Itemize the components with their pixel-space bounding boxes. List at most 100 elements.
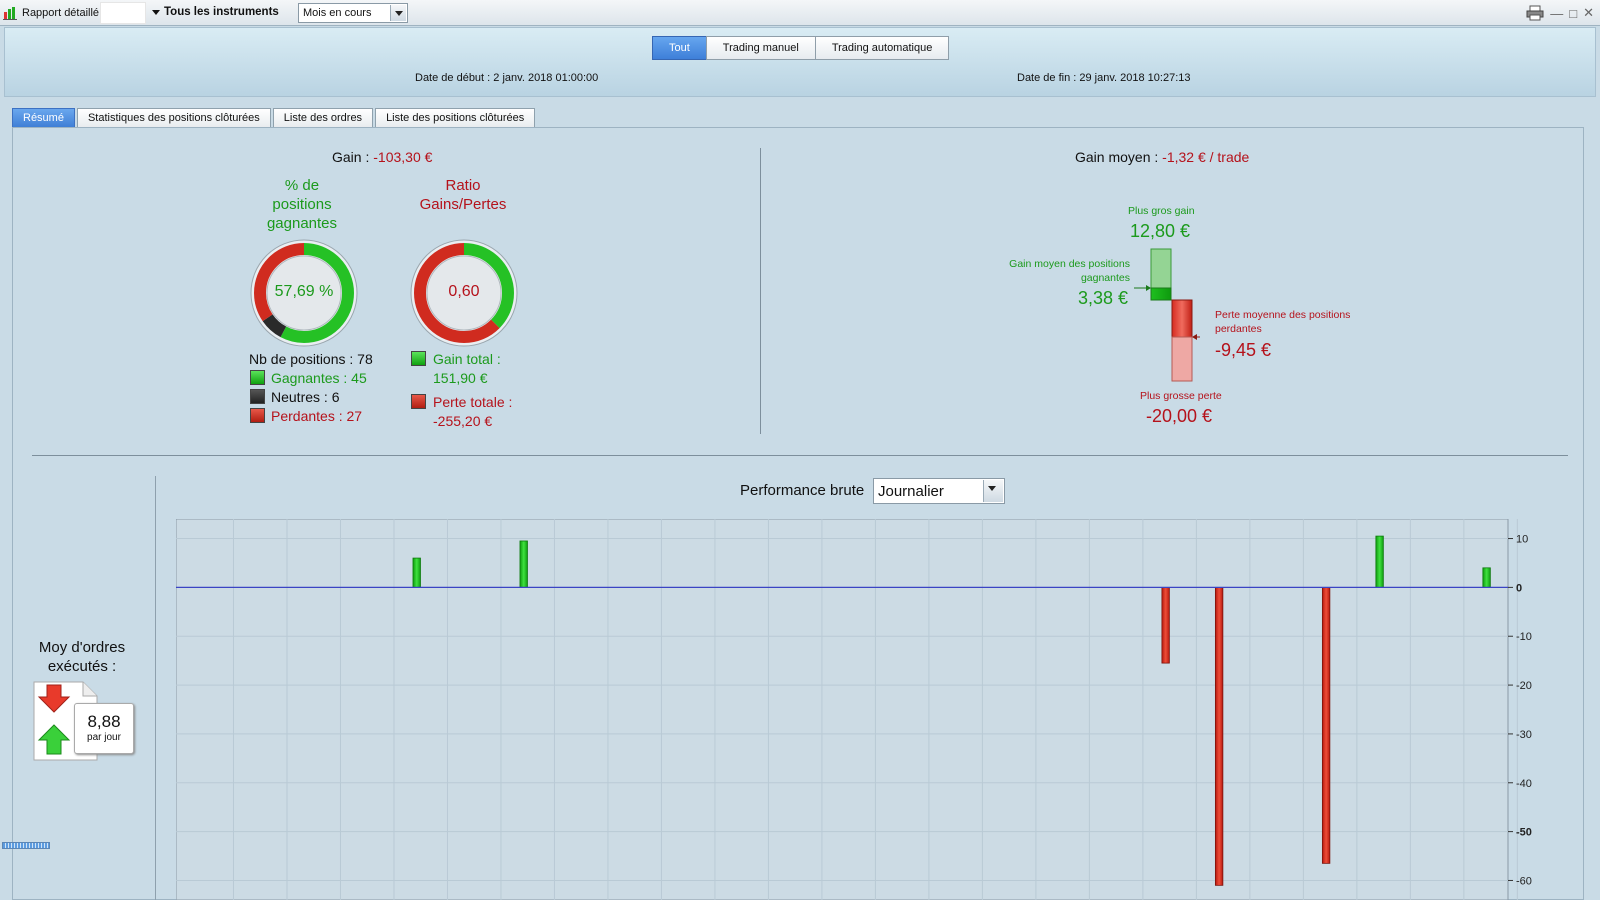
- window-title: Rapport détaillé: [22, 7, 100, 19]
- win-pct-title: % de positions gagnantes: [252, 176, 352, 233]
- gain-value: -103,30 €: [373, 149, 433, 165]
- trading-mode-switch: Tout Trading manuel Trading automatique: [652, 36, 950, 60]
- win-pct-title-line: % de: [284, 177, 320, 194]
- gain-total-value: 151,90 €: [433, 370, 488, 386]
- chart-bar: [1161, 586, 1170, 664]
- chart-bar: [412, 557, 421, 588]
- avg-loss-label-line: perdantes: [1215, 323, 1262, 335]
- avg-loss-arrowhead: [1192, 334, 1197, 340]
- tab-summary[interactable]: Résumé: [12, 108, 75, 127]
- chart-ytick-label: -10: [1516, 631, 1532, 643]
- avg-gain-label: Gain moyen :: [1075, 149, 1159, 165]
- legend-winning-swatch: [250, 370, 265, 385]
- avg-gain-title: Gain moyen : -1,32 € / trade: [1075, 149, 1249, 165]
- avg-gain-bar: [1150, 287, 1172, 301]
- avg-loss-label-line: Perte moyenne des positions: [1215, 309, 1351, 321]
- performance-period-select[interactable]: Journalier: [873, 478, 1005, 504]
- chart-ytick-label: -20: [1516, 680, 1532, 692]
- tab-closed-positions-list[interactable]: Liste des positions clôturées: [375, 108, 536, 127]
- orders-unit: par jour: [87, 732, 121, 743]
- donut-center: [426, 255, 502, 331]
- losing-count: Perdantes : 27: [271, 408, 363, 424]
- loss-total-label: Perte totale :: [433, 394, 513, 410]
- instrument-selector-label: Tous les instruments: [164, 6, 279, 18]
- win-pct-value: 57,69 %: [274, 283, 334, 300]
- period-select[interactable]: Mois en cours: [298, 3, 408, 23]
- avg-win-value: 3,38 €: [1078, 288, 1129, 308]
- chevron-down-icon[interactable]: [390, 5, 406, 21]
- buy-arrow-icon: [37, 724, 71, 755]
- chart-bar: [1482, 567, 1491, 588]
- caret-down-icon: [152, 9, 160, 15]
- biggest-gain-value: 12,80 €: [1130, 221, 1191, 241]
- performance-label: Performance brute: [740, 482, 865, 499]
- donut-center: [266, 255, 342, 331]
- printer-icon[interactable]: [1526, 5, 1544, 21]
- summary-divider: [760, 148, 761, 434]
- segment-manual[interactable]: Trading manuel: [705, 36, 816, 60]
- instrument-selector[interactable]: Tous les instruments: [152, 6, 279, 18]
- chart-ytick-label: -40: [1516, 778, 1532, 790]
- legend-losing-swatch: [250, 408, 265, 423]
- end-date-label: Date de fin :: [1017, 72, 1077, 84]
- chart-bar: [1375, 535, 1384, 588]
- avg-loss-value: -9,45 €: [1215, 340, 1272, 360]
- orders-label: Moy d'ordres exécutés :: [22, 638, 142, 676]
- avg-win-label: Gain moyen des positions gagnantes: [990, 257, 1130, 285]
- minimize-icon[interactable]: —: [1550, 5, 1564, 21]
- avg-loss-label: Perte moyenne des positions perdantes: [1215, 308, 1350, 336]
- orders-card: 8,88 par jour: [33, 681, 136, 761]
- avg-win-label-line: Gain moyen des positions: [1009, 258, 1130, 270]
- chart-bar: [519, 540, 528, 588]
- chart-ytick-label: -30: [1516, 729, 1532, 741]
- avg-loss-bar: [1171, 299, 1193, 338]
- chart-plot-area: [176, 519, 1509, 900]
- donut-segment-losing: [254, 243, 354, 343]
- section-divider: [32, 455, 1568, 456]
- biggest-gain-label: Plus gros gain: [1128, 205, 1195, 217]
- avg-win-label-line: gagnantes: [1080, 272, 1130, 284]
- chevron-down-icon[interactable]: [983, 480, 1003, 502]
- legend-gain-total-swatch: [411, 351, 426, 366]
- segment-all[interactable]: Tout: [652, 36, 707, 60]
- win-pct-donut: [250, 239, 358, 347]
- legend-neutral-swatch: [250, 389, 265, 404]
- close-icon[interactable]: ✕: [1583, 5, 1594, 20]
- performance-chart: 10 0 -10 -20 -30 -40 -50 -60: [176, 519, 1532, 900]
- chart-bar: [1321, 586, 1331, 864]
- legend-loss-total-swatch: [411, 394, 426, 409]
- ratio-value: 0,60: [448, 283, 480, 300]
- loss-range-bar: [1171, 336, 1193, 382]
- chart-ytick-label: -50: [1516, 827, 1532, 839]
- tab-orders-list[interactable]: Liste des ordres: [272, 108, 374, 127]
- start-date-value: 2 janv. 2018 01:00:00: [493, 72, 599, 84]
- gain-loss-range-graphic: [1134, 248, 1200, 382]
- chart-ytick-label: 10: [1516, 534, 1528, 546]
- ratio-donut: [410, 239, 518, 347]
- maximize-icon[interactable]: □: [1569, 5, 1578, 21]
- donut-segment-losses: [414, 243, 514, 343]
- gain-title: Gain : -103,30 €: [332, 149, 432, 165]
- ratio-title: Ratio Gains/Pertes: [408, 176, 518, 214]
- avg-gain-value: -1,32 € / trade: [1162, 149, 1250, 165]
- performance-period-value: Journalier: [878, 483, 944, 500]
- avg-gain-arrowhead: [1146, 285, 1151, 291]
- ratio-title-line: Ratio: [445, 177, 481, 194]
- report-header: Tout Trading manuel Trading automatique …: [4, 27, 1596, 97]
- period-select-value: Mois en cours: [303, 7, 372, 19]
- segment-automatic[interactable]: Trading automatique: [814, 36, 950, 60]
- biggest-loss-value: -20,00 €: [1146, 406, 1213, 426]
- report-icon: [3, 7, 17, 20]
- instrument-search-field[interactable]: [100, 2, 146, 24]
- win-pct-title-line: gagnantes: [266, 215, 338, 232]
- end-date: Date de fin : 29 janv. 2018 10:27:13: [1017, 72, 1191, 84]
- chart-ytick-label: 0: [1516, 582, 1522, 594]
- winning-count: Gagnantes : 45: [271, 370, 367, 386]
- loading-progress-bar: [2, 842, 50, 849]
- start-date-label: Date de début :: [415, 72, 491, 84]
- sidebar-divider: [155, 476, 156, 900]
- orders-label-line: Moy d'ordres: [38, 639, 126, 656]
- start-date: Date de début : 2 janv. 2018 01:00:00: [415, 72, 598, 84]
- tab-closed-positions-stats[interactable]: Statistiques des positions clôturées: [76, 108, 271, 127]
- sell-arrow-icon: [37, 684, 71, 713]
